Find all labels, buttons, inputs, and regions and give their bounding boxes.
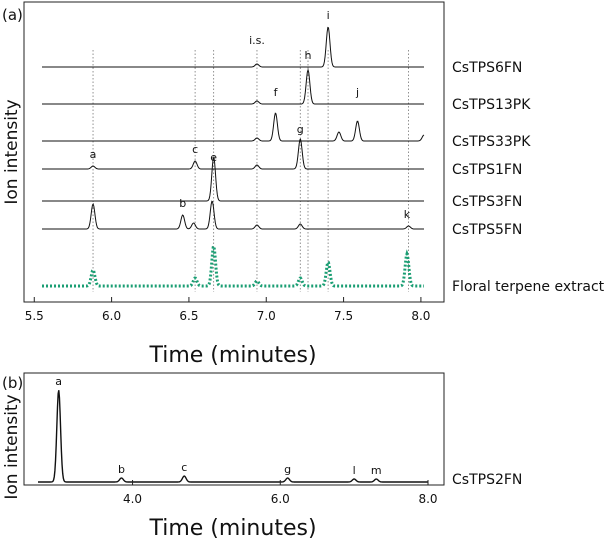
series-label-floral-terpene-extract: Floral terpene extract [452,279,604,295]
panel-b: (b) Ion intensity Time (minutes) 4.0 6.0 8… [2,372,522,541]
peak-label-g: g [297,123,304,136]
x-tick-label: 4.0 [123,492,142,506]
panel-b-frame [23,372,445,486]
x-tick-label: 7.0 [257,309,276,323]
peak-label-e: e [210,151,217,164]
x-tick-label: 6.0 [271,492,290,506]
peak-label-m: m [371,464,382,477]
x-tick-label: 5.5 [25,309,44,323]
peak-label-b: b [118,463,125,476]
panel-a-frame [23,1,445,303]
series-label-cstps13pk: CsTPS13PK [452,97,531,113]
panel-a-label: (a) [2,6,23,24]
trace-cstps1fn [42,138,424,170]
peak-label-f: f [274,86,279,99]
panel-b-label: (b) [2,374,23,392]
x-tick-label: 7.5 [334,309,353,323]
peak-label-a: a [90,148,97,161]
trace-cstps2fn [38,390,428,483]
panel-a-x-axis-label: Time (minutes) [148,343,316,368]
series-label-cstps1fn: CsTPS1FN [452,162,522,178]
series-label-cstps5fn: CsTPS5FN [452,222,522,238]
series-label-cstps33pk: CsTPS33PK [452,134,531,150]
peak-label-k: k [404,208,411,221]
series-label-cstps2fn: CsTPS2FN [452,472,522,488]
peak-label-h: h [305,49,312,62]
panel-a: (a) Ion intensity Time (minutes) 5.5 6.0 6… [2,1,604,368]
trace-cstps6fn [42,26,424,68]
x-tick-label: 6.0 [102,309,121,323]
trace-cstps13pk [42,68,424,105]
peak-label-i: i [327,9,330,22]
trace-cstps33pk [42,112,425,142]
panel-b-x-axis-label: Time (minutes) [148,516,316,541]
peak-label-a: a [55,375,62,388]
peak-label-c: c [192,143,198,156]
peak-label-b: b [179,197,186,210]
peak-label-j: j [355,86,359,99]
trace-floral-terpene-extract [42,242,424,288]
panel-b-y-axis-label: Ion intensity [2,394,22,499]
peak-label-c: c [181,461,187,474]
panel-a-y-axis-label: Ion intensity [2,99,22,204]
peak-label-i-s: i.s. [249,34,265,47]
series-label-cstps6fn: CsTPS6FN [452,60,522,76]
x-tick-label: 8.0 [411,309,430,323]
peak-label-g: g [284,463,291,476]
peak-label-l: l [353,464,356,477]
trace-cstps3fn [42,156,424,202]
x-tick-label: 8.0 [418,492,437,506]
trace-cstps5fn [42,200,424,230]
series-label-cstps3fn: CsTPS3FN [452,194,522,210]
x-tick-label: 6.5 [179,309,198,323]
